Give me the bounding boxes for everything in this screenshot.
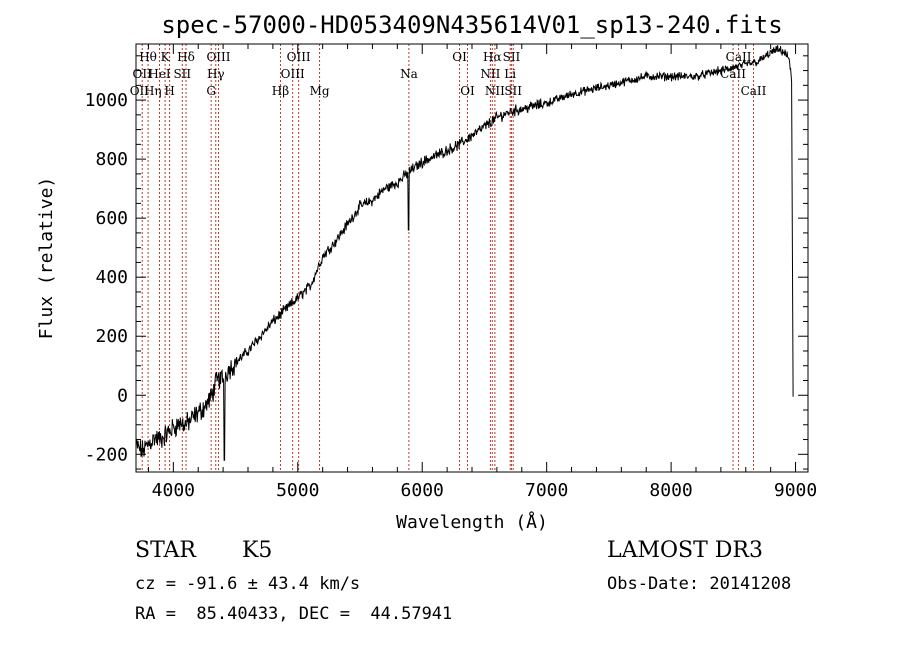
line-label-heta: Hη <box>144 84 162 98</box>
x-axis: 4000 5000 6000 7000 8000 9000 <box>147 44 817 501</box>
line-label-caii_a: CaII <box>726 50 752 64</box>
line-label-nii_b: NII <box>485 84 505 98</box>
line-label-sii_c: SII <box>504 84 522 98</box>
line-label-nii_a: NII <box>480 67 500 81</box>
observation-date: Obs-Date: 20141208 <box>607 574 792 594</box>
y-axis-label: Flux (relative) <box>36 177 57 340</box>
coordinates: RA = 85.40433, DEC = 44.57941 <box>135 604 453 624</box>
x-tick-label-5000: 5000 <box>276 480 319 501</box>
line-label-sii_b: SII <box>173 67 191 81</box>
y-tick-label-1000: 1000 <box>85 90 128 111</box>
line-markers <box>141 44 754 472</box>
plot-frame <box>135 43 809 473</box>
x-tick-label-6000: 6000 <box>401 480 444 501</box>
line-label-oiii_a: OIII <box>206 50 230 64</box>
line-label-sii_a: SII <box>503 50 521 64</box>
line-label-oiii_d: OII <box>130 84 150 98</box>
spectrum-series <box>135 45 794 461</box>
y-tick-label-200: 200 <box>95 326 128 347</box>
line-label-k: K <box>161 50 171 64</box>
line-label-hei: HeI <box>148 67 171 81</box>
x-tick-label-7000: 7000 <box>525 480 568 501</box>
y-tick-label-0: 0 <box>117 385 128 406</box>
line-label-caii_c: CaII <box>741 84 767 98</box>
spectrum-line <box>135 45 794 461</box>
line-label-hbeta: Hβ <box>272 84 289 98</box>
x-tick-label-8000: 8000 <box>649 480 692 501</box>
object-class: STAR <box>135 538 196 563</box>
line-label-caii_b: CaII <box>720 67 746 81</box>
survey-name: LAMOST DR3 <box>607 538 763 563</box>
x-tick-label-4000: 4000 <box>152 480 195 501</box>
y-tick-label-600: 600 <box>95 208 128 229</box>
line-label-na: Na <box>400 67 418 81</box>
line-label-oiii_c: OIII <box>281 67 305 81</box>
chart-title: spec-57000-HD053409N435614V01_sp13-240.f… <box>161 11 782 39</box>
x-axis-label: Wavelength (Å) <box>396 511 548 533</box>
subclass: K5 <box>242 538 273 563</box>
y-tick-label--200: -200 <box>85 444 128 465</box>
line-label-oiii_b: OIII <box>287 50 311 64</box>
line-label-htheta: Hθ <box>139 50 157 64</box>
line-label-h: H <box>164 84 174 98</box>
line-label-hgamma: Hγ <box>207 67 225 81</box>
line-label-mg: Mg <box>310 84 330 98</box>
line-label-oi_b: OI <box>460 84 475 98</box>
line-label-li: Li <box>504 67 516 81</box>
line-label-g: G <box>206 84 216 98</box>
y-tick-label-800: 800 <box>95 149 128 170</box>
redshift-velocity: cz = -91.6 ± 43.4 km/s <box>135 574 361 594</box>
x-tick-label-9000: 9000 <box>774 480 817 501</box>
line-label-halpha: Hα <box>483 50 502 64</box>
line-label-oi_a: OI <box>452 50 467 64</box>
y-axis: -200 0 200 400 600 800 1000 <box>85 55 808 470</box>
y-tick-label-400: 400 <box>95 267 128 288</box>
line-label-hdelta: Hδ <box>177 50 195 64</box>
